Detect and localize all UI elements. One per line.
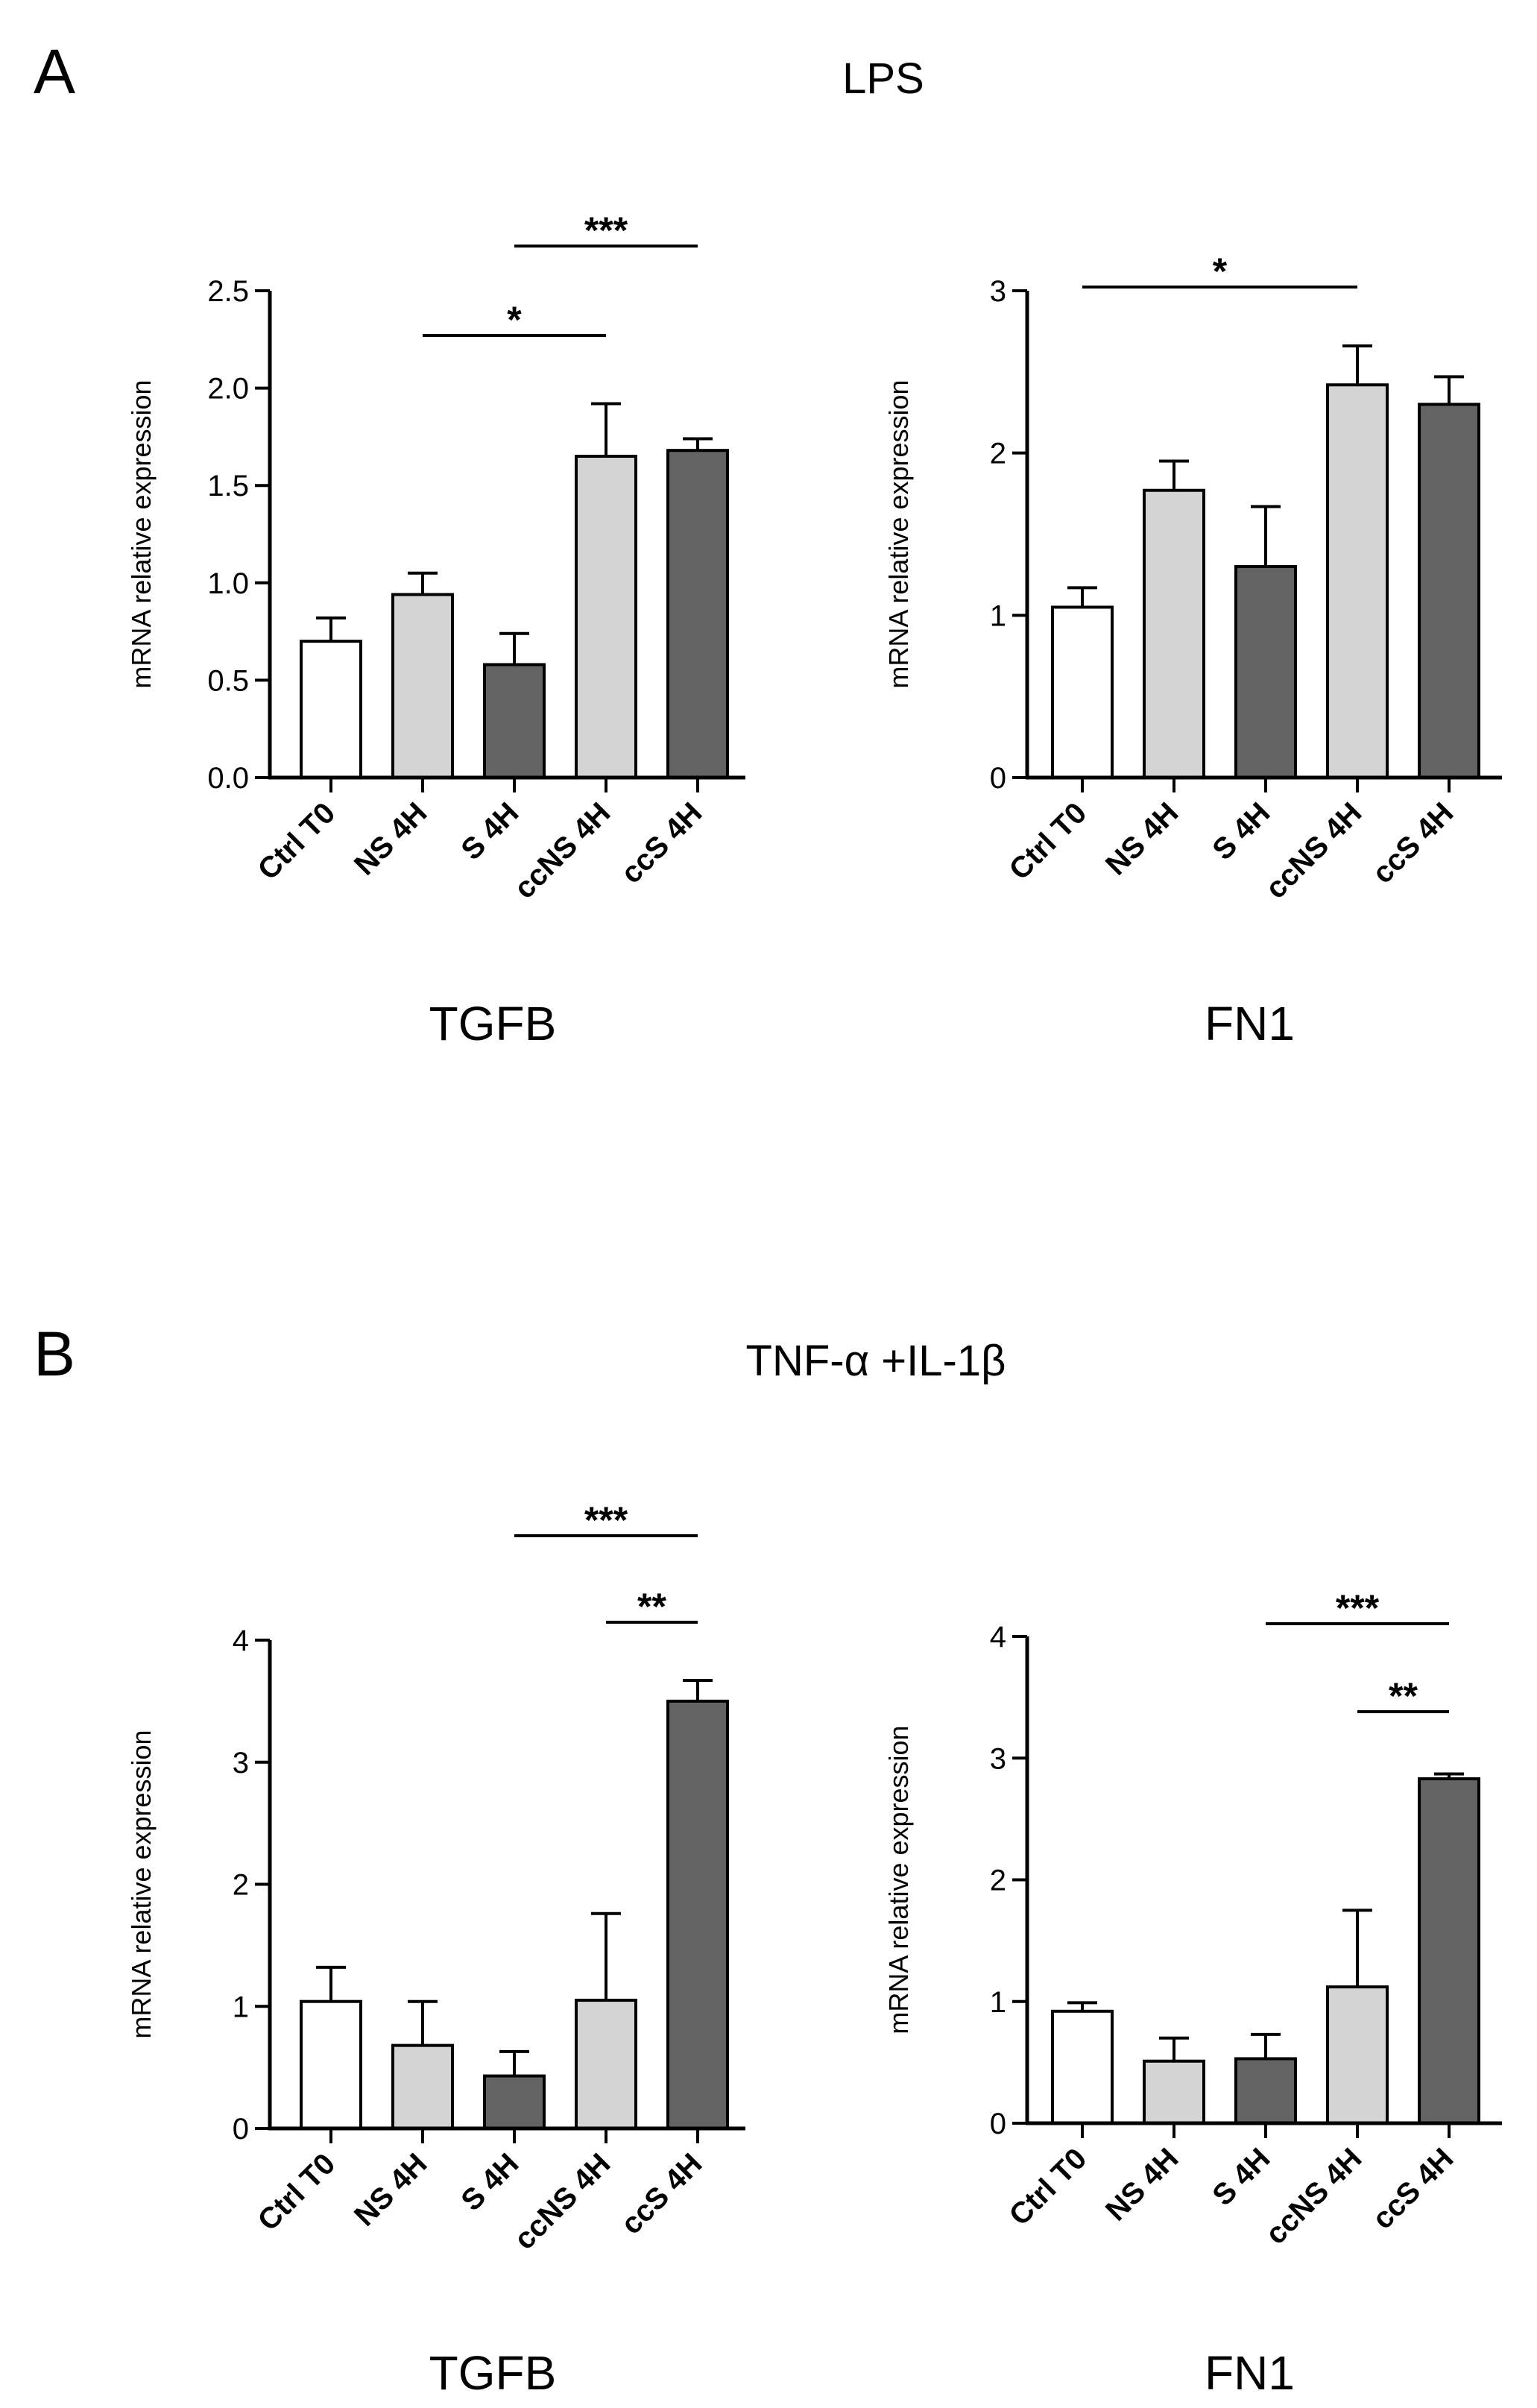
y-axis-label: mRNA relative expression [126, 1730, 157, 2038]
bar [575, 1999, 637, 2130]
bar [575, 455, 637, 780]
y-tick-label: 0 [990, 762, 1006, 795]
significance-label: *** [1336, 1587, 1380, 1629]
y-tick-label: 1.0 [207, 567, 249, 600]
x-tick-label: ccS 4H [615, 796, 708, 889]
y-tick-label: 2 [990, 1865, 1006, 1897]
x-tick-label: NS 4H [1099, 796, 1184, 881]
significance-label: *** [584, 209, 628, 251]
chart-a-tgfb: 0.0 0.5 1.0 1.5 2.0 2.5 mRNA relative expressi… [126, 209, 745, 1050]
y-tick-label: 3 [990, 275, 1006, 308]
y-tick-label: 0.5 [207, 664, 249, 697]
x-tick-label: NS 4H [348, 796, 433, 881]
y-tick-label: 0.0 [207, 762, 249, 795]
x-tick-label: ccS 4H [1366, 2142, 1459, 2235]
x-tick-label: ccNS 4H [508, 796, 616, 905]
panel-letter-a: A [34, 37, 75, 107]
y-tick-label: 0 [990, 2108, 1006, 2140]
x-tick-label: Ctrl T0 [252, 796, 342, 886]
x-tick-label: Ctrl T0 [1003, 796, 1093, 886]
bar [666, 1699, 729, 2130]
significance-label: ** [637, 1586, 666, 1627]
x-tick-label: S 4H [1206, 796, 1276, 866]
bar [1143, 2059, 1205, 2125]
significance-label: ** [1389, 1675, 1418, 1717]
x-tick-label: ccNS 4H [508, 2147, 616, 2256]
bar [1051, 605, 1114, 780]
bar [666, 449, 729, 780]
panel-letter-b: B [34, 1319, 75, 1389]
bar [1418, 1777, 1480, 2125]
bar [1234, 2057, 1297, 2125]
bar [1418, 403, 1480, 779]
bar [391, 2043, 454, 2130]
bar [1143, 488, 1205, 779]
y-tick-label: 1 [990, 1986, 1006, 2019]
y-tick-label: 1 [233, 1991, 249, 2023]
y-axis-label: mRNA relative expression [883, 379, 914, 688]
y-tick-label: 3 [990, 1742, 1006, 1775]
y-tick-label: 4 [990, 1621, 1006, 1654]
bar [391, 593, 454, 779]
gene-label: FN1 [1205, 997, 1295, 1050]
condition-title-b: TNF-α +IL-1β [746, 1337, 1006, 1385]
x-tick-label: NS 4H [1099, 2142, 1184, 2227]
y-tick-label: 2.5 [207, 275, 249, 308]
bar [300, 1999, 362, 2130]
x-tick-label: S 4H [1206, 2142, 1276, 2212]
y-tick-label: 1.5 [207, 470, 249, 502]
y-tick-label: 2 [990, 438, 1006, 470]
y-tick-label: 3 [233, 1747, 249, 1780]
y-tick-label: 1 [990, 599, 1006, 632]
x-tick-label: S 4H [455, 796, 525, 866]
x-tick-label: Ctrl T0 [252, 2147, 342, 2237]
chart-a-fn1: 0 1 2 3 mRNA relative expression Ctrl T0 NS 4H… [883, 250, 1502, 1050]
chart-b-fn1: 0 1 2 3 4 mRNA relative expression Ctrl T0 NS 4… [883, 1587, 1502, 2400]
bar [483, 2074, 546, 2130]
x-tick-label: ccS 4H [615, 2147, 708, 2240]
x-tick-label: ccNS 4H [1259, 796, 1368, 905]
gene-label: TGFB [429, 2346, 557, 2400]
bar [1234, 565, 1297, 779]
bar [1326, 1985, 1389, 2125]
bar [1326, 383, 1389, 779]
x-tick-label: Ctrl T0 [1003, 2142, 1093, 2232]
significance-label: *** [584, 1499, 628, 1541]
y-tick-label: 2.0 [207, 373, 249, 406]
gene-label: FN1 [1205, 2346, 1295, 2400]
bar [300, 640, 362, 779]
bar [483, 663, 546, 780]
x-tick-label: NS 4H [348, 2147, 433, 2232]
bar [1051, 2009, 1114, 2125]
y-tick-label: 4 [233, 1624, 249, 1657]
y-tick-label: 2 [233, 1869, 249, 1902]
gene-label: TGFB [429, 997, 557, 1050]
y-axis-label: mRNA relative expression [126, 379, 157, 688]
y-axis-label: mRNA relative expression [883, 1725, 914, 2034]
chart-b-tgfb: 0 1 2 3 4 mRNA relative expression Ctrl T0 NS 4… [126, 1499, 745, 2400]
x-tick-label: S 4H [455, 2147, 525, 2217]
y-tick-label: 0 [233, 2113, 249, 2146]
significance-label: * [507, 299, 522, 341]
significance-label: * [1213, 250, 1228, 292]
x-tick-label: ccNS 4H [1259, 2142, 1368, 2251]
x-tick-label: ccS 4H [1366, 796, 1459, 889]
condition-title-a: LPS [842, 54, 924, 103]
